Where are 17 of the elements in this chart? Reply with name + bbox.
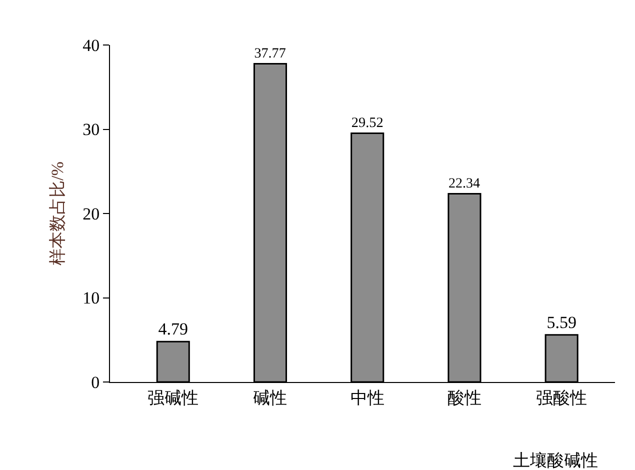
y-tick-label: 10 [82,288,100,308]
x-tick-label: 碱性 [253,388,288,408]
y-tick-label: 40 [82,36,100,55]
y-tick-label: 0 [91,372,100,392]
data-label: 5.59 [546,312,576,332]
data-label: 22.34 [448,175,480,192]
x-axis-title: 土壤酸碱性 [513,451,598,470]
x-tick-label: 中性 [350,388,384,408]
y-tick-label: 30 [82,120,100,140]
data-label: 29.52 [351,114,384,131]
y-tick-label: 20 [82,204,100,224]
x-tick-label: 强酸性 [536,388,588,408]
data-label: 4.79 [158,320,188,339]
x-tick-label: 强碱性 [148,388,199,408]
y-axis-title: 样本数占比/% [48,162,68,266]
data-label: 37.77 [254,45,286,62]
x-tick-label: 酸性 [447,388,482,408]
